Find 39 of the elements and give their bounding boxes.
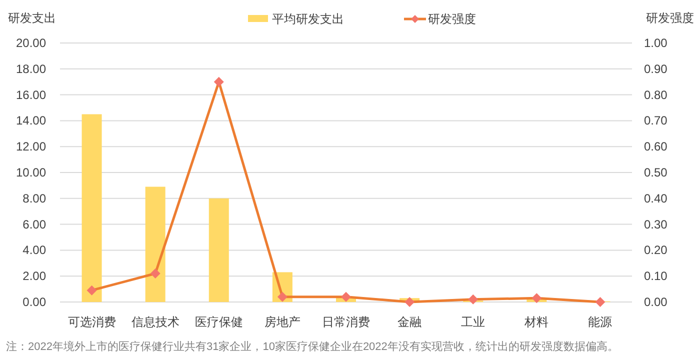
y2-tick-label: 0.60: [644, 140, 668, 154]
y-tick-label: 6.00: [22, 217, 46, 232]
y-tick-label: 8.00: [22, 191, 46, 206]
y-tick-label: 20.00: [16, 36, 46, 50]
x-tick-label: 金融: [398, 315, 422, 329]
y-tick-label: 16.00: [16, 88, 46, 102]
y2-tick-label: 0.70: [644, 114, 668, 128]
x-tick-label: 日常消费: [322, 315, 370, 329]
x-tick-label: 可选消费: [68, 315, 116, 329]
x-tick-label: 材料: [524, 315, 549, 329]
text: 注：2022年境外上市的医疗保健行业共有31家企业，10家医疗保健企业在2022年没有实现营收，统计出的研发强度数据偏高。: [6, 340, 618, 353]
y2-tick-label: 0.00: [644, 295, 668, 309]
y2-tick-label: 0.90: [644, 62, 668, 76]
x-tick-label: 工业: [461, 315, 486, 329]
bar: [145, 186, 166, 302]
y-tick-label: 10.00: [16, 166, 46, 180]
y2-tick-label: 0.40: [644, 191, 668, 206]
x-tick-label: 医疗保健: [194, 315, 243, 329]
y2-tick-label: 1.00: [644, 36, 668, 50]
x-tick-label: 能源: [588, 315, 612, 329]
y2-tick-label: 0.50: [644, 166, 668, 180]
y-tick-label: 0.00: [22, 295, 46, 309]
x-tick-label: 房地产: [264, 315, 300, 329]
y-tick-label: 12.00: [16, 140, 46, 154]
y-tick-label: 14.00: [16, 114, 46, 128]
y2-tick-label: 0.30: [644, 217, 668, 232]
legend-label: 平均研发支出: [272, 12, 344, 26]
bar: [208, 198, 229, 302]
bar: [82, 114, 102, 302]
y-tick-label: 4.00: [22, 243, 46, 258]
y-tick-label: 2.00: [22, 269, 46, 284]
y-tick-label: 18.00: [16, 62, 46, 76]
x-tick-label: 信息技术: [131, 315, 180, 329]
y2-tick-label: 0.10: [644, 269, 668, 284]
legend-label: 研发强度: [428, 12, 476, 26]
y2-tick-label: 0.20: [644, 243, 668, 258]
y-axis-title: 研发支出: [8, 11, 56, 25]
y2-axis-title: 研发强度: [646, 11, 694, 25]
y2-tick-label: 0.80: [644, 88, 668, 102]
